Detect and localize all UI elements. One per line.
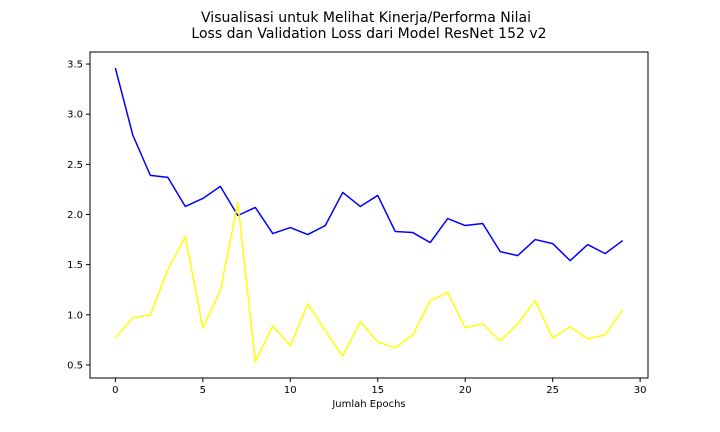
y-tick-label: 3.0 bbox=[67, 110, 83, 121]
y-tick-label: 2.0 bbox=[67, 210, 83, 221]
plot-area bbox=[89, 51, 649, 379]
x-axis: 0 5 10 15 20 25 30 bbox=[112, 378, 646, 396]
x-tick-label: 25 bbox=[546, 385, 559, 396]
x-tick-label: 0 bbox=[112, 385, 118, 396]
y-tick-label: 1.5 bbox=[67, 260, 83, 271]
y-tick-label: 3.5 bbox=[67, 60, 83, 71]
chart-title-line-1: Visualisasi untuk Melihat Kinerja/Perfor… bbox=[201, 10, 531, 26]
series-line-1 bbox=[114, 67, 624, 262]
y-axis: 0.5 1.0 1.5 2.0 2.5 3.0 3.5 bbox=[67, 60, 90, 371]
series-layer bbox=[114, 67, 624, 363]
x-tick-label: 30 bbox=[634, 385, 647, 396]
y-tick-label: 1.0 bbox=[67, 310, 83, 321]
x-tick-label: 5 bbox=[200, 385, 206, 396]
x-tick-label: 15 bbox=[371, 385, 384, 396]
x-tick-label: 20 bbox=[459, 385, 472, 396]
chart-title-line-2: Loss dan Validation Loss dari Model ResN… bbox=[191, 26, 546, 42]
y-tick-label: 0.5 bbox=[67, 360, 83, 371]
x-axis-label: Jumlah Epochs bbox=[331, 399, 405, 410]
series-line-2 bbox=[114, 201, 624, 363]
y-tick-label: 2.5 bbox=[67, 160, 83, 171]
x-tick-label: 10 bbox=[284, 385, 297, 396]
